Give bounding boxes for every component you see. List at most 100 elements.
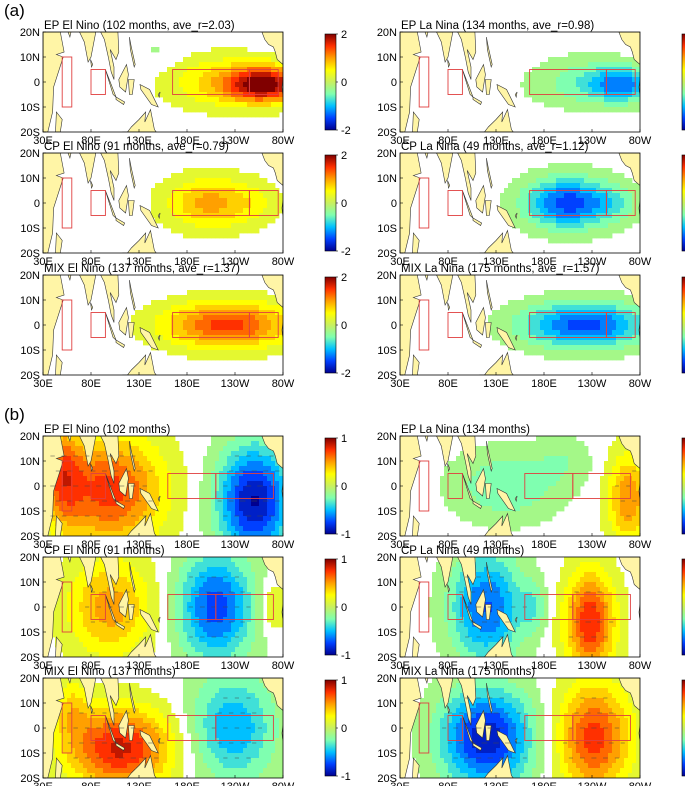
index-box <box>90 594 106 620</box>
landmass <box>436 153 454 184</box>
landmass <box>475 63 486 93</box>
landmass <box>485 725 492 741</box>
landmass <box>400 275 422 375</box>
lat-tick-label: 20N <box>20 673 40 685</box>
colorbar-tick-label: 1 <box>341 433 347 445</box>
lat-tick-label: 20S <box>20 127 40 139</box>
lon-tick-label: 80E <box>438 135 458 147</box>
index-box <box>248 69 279 95</box>
landmass <box>436 32 454 63</box>
panel-title: CP La Nina (49 months) <box>401 545 524 557</box>
index-box <box>90 715 106 741</box>
landmass <box>90 180 94 190</box>
lon-tick-label: 30E <box>390 660 410 672</box>
landmass <box>79 557 97 588</box>
lon-tick-label: 180E <box>531 781 557 786</box>
landmass <box>436 275 454 306</box>
lat-tick-label: 10N <box>20 173 40 185</box>
landmass <box>261 32 283 65</box>
lat-tick-label: 20N <box>377 552 397 564</box>
landmass <box>496 326 516 351</box>
landmass <box>43 32 65 132</box>
landmass <box>55 354 63 375</box>
wind-vectors <box>85 576 251 638</box>
index-box <box>605 312 636 338</box>
panel-b5: MIX El Nino (137 months) 20N 10N 0 10S 20S30E… <box>20 666 351 786</box>
colorbar <box>324 33 337 131</box>
colorbar-tick-label: 0 <box>341 320 347 332</box>
landmass <box>115 500 125 509</box>
lat-tick-label: 0 <box>34 198 40 210</box>
landmass <box>261 275 283 308</box>
lat-tick-label: 10S <box>20 223 40 235</box>
landmass <box>79 436 97 467</box>
landmass <box>128 200 135 216</box>
lon-tick-label: 80E <box>438 539 458 551</box>
lat-tick-label: 10S <box>20 748 40 760</box>
landmass <box>618 32 640 65</box>
colorbar-tick-label: 2 <box>341 150 347 162</box>
lat-tick-label: 20S <box>20 248 40 260</box>
landmass <box>424 678 429 685</box>
landmass <box>479 229 514 253</box>
landmass <box>90 705 94 715</box>
lon-tick-label: 130W <box>578 539 607 551</box>
lat-tick-label: 10S <box>377 102 397 114</box>
landmass <box>118 306 129 336</box>
landmass <box>139 83 159 108</box>
landmass <box>139 487 159 512</box>
lat-tick-label: 20S <box>20 773 40 785</box>
landmass <box>400 678 422 778</box>
colorbar-tick-label: -1 <box>341 650 351 662</box>
colorbar <box>681 437 685 535</box>
landmass <box>412 515 420 536</box>
lat-tick-label: 20S <box>377 248 397 260</box>
index-box <box>61 177 73 229</box>
lon-tick-label: 130E <box>483 378 509 390</box>
landmass <box>122 351 157 375</box>
lon-tick-label: 130W <box>221 256 250 268</box>
lon-tick-label: 130E <box>483 539 509 551</box>
landmass <box>129 36 136 69</box>
landmass <box>475 467 486 497</box>
landmass <box>400 153 422 253</box>
lon-tick-label: 80W <box>272 256 295 268</box>
landmass <box>424 557 429 564</box>
landmass <box>479 512 514 536</box>
landmass <box>496 83 516 108</box>
landmass <box>472 621 482 630</box>
landmass <box>118 184 129 214</box>
panel-b6: MIX La Nina (175 months) 20N 10N 0 10S 20S30E… <box>377 666 685 786</box>
landmass <box>55 515 63 536</box>
lon-tick-label: 80E <box>81 660 101 672</box>
landmass <box>400 557 422 657</box>
landmass <box>485 604 492 620</box>
landmass <box>115 621 125 630</box>
lon-tick-label: 130E <box>483 781 509 786</box>
lat-tick-label: 0 <box>391 602 397 614</box>
lat-tick-label: 0 <box>34 481 40 493</box>
lat-tick-label: 0 <box>391 320 397 332</box>
landmass <box>479 108 514 132</box>
landmass <box>496 487 516 512</box>
panel-title: EP La Nina (134 months, ave_r=0.98) <box>401 20 594 32</box>
lon-tick-label: 80W <box>629 135 652 147</box>
landmass <box>485 322 492 338</box>
index-box <box>61 702 73 754</box>
landmass <box>412 354 420 375</box>
field-a3 <box>43 153 283 253</box>
landmass <box>100 275 120 323</box>
lon-tick-label: 30E <box>33 660 53 672</box>
lat-tick-label: 10S <box>377 223 397 235</box>
panel-a4: CP La Nina (49 months, ave_r=1.12) 20N 10N… <box>377 141 685 268</box>
index-box <box>418 460 430 512</box>
landmass <box>122 108 157 132</box>
lat-tick-label: 10S <box>20 102 40 114</box>
index-box <box>447 715 463 741</box>
lat-tick-label: 10S <box>377 748 397 760</box>
panel-a1: EP El Nino (102 months, ave_r=2.03) 20N 10… <box>20 20 351 147</box>
landmass <box>424 275 429 282</box>
landmass <box>105 69 117 98</box>
landmass <box>486 157 493 190</box>
